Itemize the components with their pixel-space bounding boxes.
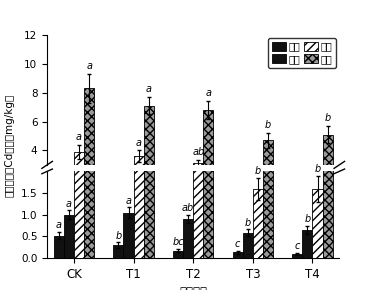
Bar	[123, 213, 133, 258]
Bar	[123, 193, 133, 208]
Text: b: b	[265, 120, 271, 130]
Bar	[313, 185, 323, 208]
Bar	[144, 0, 154, 258]
Bar	[133, 102, 144, 258]
X-axis label: 不同处理: 不同处理	[179, 287, 207, 290]
Bar	[203, 110, 213, 208]
Text: b: b	[304, 214, 311, 224]
Text: a: a	[146, 84, 152, 94]
Bar	[193, 164, 203, 208]
Text: c: c	[294, 241, 300, 251]
Text: b: b	[255, 166, 261, 176]
Bar	[313, 189, 323, 258]
Bar	[183, 219, 193, 258]
Text: a: a	[56, 220, 62, 230]
Bar	[144, 106, 154, 208]
Bar	[54, 235, 64, 258]
Bar	[243, 233, 253, 258]
Text: b: b	[245, 218, 251, 228]
Bar	[253, 189, 263, 258]
Text: a: a	[76, 132, 82, 142]
Bar	[263, 140, 273, 208]
Bar	[173, 206, 183, 208]
Text: a: a	[126, 196, 132, 206]
Text: a: a	[205, 88, 211, 98]
Bar	[193, 124, 203, 258]
Bar	[292, 207, 302, 208]
Bar	[84, 0, 94, 258]
Bar	[113, 204, 123, 208]
Text: ab: ab	[192, 147, 204, 157]
Text: b: b	[325, 113, 331, 123]
Bar	[263, 54, 273, 258]
Bar	[233, 253, 243, 258]
Bar	[323, 135, 333, 208]
Bar	[243, 200, 253, 208]
Bar	[133, 156, 144, 208]
Bar	[113, 245, 123, 258]
Bar	[323, 37, 333, 258]
Bar	[74, 152, 84, 208]
Bar	[302, 199, 313, 208]
Legend: 稻米, 谷壳, 秸秆, 根系: 稻米, 谷壳, 秸秆, 根系	[268, 38, 336, 68]
Text: b: b	[115, 231, 121, 241]
Text: 水稻各部位Cd含量（mg/kg）: 水稻各部位Cd含量（mg/kg）	[5, 93, 14, 197]
Text: a: a	[136, 137, 142, 148]
Bar	[292, 254, 302, 258]
Text: c: c	[235, 239, 240, 249]
Bar	[203, 0, 213, 258]
Bar	[54, 201, 64, 208]
Text: ab: ab	[182, 203, 194, 213]
Bar	[183, 195, 193, 208]
Text: a: a	[66, 199, 72, 209]
Text: a: a	[86, 61, 92, 71]
Text: bc: bc	[172, 237, 184, 247]
Bar	[74, 89, 84, 258]
Bar	[64, 215, 74, 258]
Bar	[302, 230, 313, 258]
Bar	[233, 206, 243, 208]
Text: b: b	[314, 164, 321, 174]
Bar	[173, 251, 183, 258]
Bar	[64, 194, 74, 208]
Bar	[253, 185, 263, 208]
Bar	[84, 88, 94, 208]
